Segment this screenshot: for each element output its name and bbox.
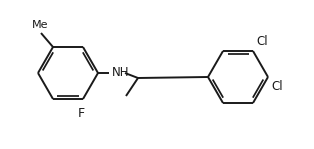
Text: F: F [78, 107, 84, 120]
Text: Cl: Cl [256, 35, 268, 48]
Text: NH: NH [112, 66, 129, 80]
Text: Me: Me [32, 20, 48, 30]
Text: Cl: Cl [271, 80, 283, 93]
